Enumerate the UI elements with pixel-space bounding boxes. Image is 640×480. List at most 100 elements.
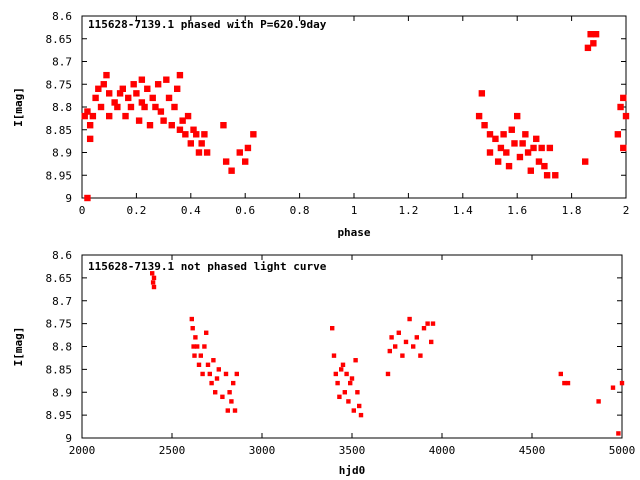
data-point <box>565 380 571 386</box>
data-point <box>228 167 235 174</box>
data-point <box>478 90 486 97</box>
data-point <box>211 358 216 363</box>
data-point <box>505 162 513 170</box>
data-point <box>100 81 107 88</box>
data-point <box>119 85 126 92</box>
data-point <box>421 326 427 331</box>
data-point <box>414 335 419 340</box>
y-tick-label: 8.6 <box>52 10 72 23</box>
x-tick-label: 1 <box>351 204 358 217</box>
data-point <box>244 144 252 152</box>
x-tick-label: 1.6 <box>507 204 527 217</box>
data-point <box>622 112 630 120</box>
data-point <box>189 316 194 322</box>
data-point <box>111 99 118 106</box>
y-tick-label: 8.85 <box>46 363 73 376</box>
data-point <box>407 316 412 322</box>
data-point <box>497 144 505 152</box>
data-point <box>97 103 105 111</box>
data-point <box>522 131 529 138</box>
x-tick-label: 5000 <box>609 444 636 457</box>
y-tick-label: 8.65 <box>46 33 73 46</box>
data-point <box>389 335 394 340</box>
data-point <box>150 271 155 276</box>
x-tick-label: 0.8 <box>290 204 310 217</box>
data-point <box>358 412 364 418</box>
x-tick-label: 0.4 <box>181 204 201 217</box>
data-point <box>344 371 349 377</box>
y-tick-label: 8.7 <box>52 295 72 308</box>
data-point <box>353 358 358 363</box>
data-point <box>225 408 230 413</box>
x-tick-label: 1.8 <box>562 204 582 217</box>
data-point <box>200 371 205 377</box>
data-point <box>234 371 239 377</box>
data-point <box>168 122 175 129</box>
data-point <box>195 344 200 349</box>
data-point <box>84 108 91 115</box>
data-point <box>335 380 340 386</box>
data-point <box>530 144 537 152</box>
data-point <box>154 81 162 88</box>
data-point <box>514 112 521 120</box>
data-point <box>133 90 140 97</box>
data-point <box>163 76 170 83</box>
data-point <box>207 371 212 377</box>
data-point <box>193 131 200 138</box>
data-point <box>84 194 91 202</box>
x-tick-label: 3000 <box>249 444 276 457</box>
data-point <box>541 162 548 170</box>
x-tick-label: 4500 <box>519 444 546 457</box>
data-point <box>610 385 616 390</box>
x-tick-label: 2500 <box>159 444 186 457</box>
data-point <box>193 335 198 340</box>
data-point <box>385 371 391 377</box>
data-point <box>216 367 221 372</box>
data-point <box>494 158 502 165</box>
data-point <box>616 431 621 436</box>
data-point <box>511 140 518 147</box>
data-point <box>150 280 156 285</box>
data-point <box>220 122 227 129</box>
x-tick-label: 1.4 <box>453 204 473 217</box>
data-point <box>231 380 236 386</box>
data-point <box>355 390 360 395</box>
data-point <box>122 112 129 120</box>
y-tick-label: 8.8 <box>52 101 72 114</box>
x-tick-label: 0.6 <box>235 204 255 217</box>
y-tick-label: 8.95 <box>46 169 73 182</box>
data-point <box>86 122 94 129</box>
data-point <box>590 40 597 47</box>
data-point <box>619 380 625 386</box>
data-point <box>209 380 214 386</box>
data-point <box>157 108 165 115</box>
data-point <box>236 149 243 156</box>
data-point <box>214 376 220 381</box>
data-point <box>620 144 627 152</box>
y-tick-label: 8.8 <box>52 341 72 354</box>
data-point <box>86 135 94 143</box>
data-point <box>144 85 151 92</box>
data-point <box>89 112 97 120</box>
data-point <box>165 94 173 102</box>
x-axis-label: hjd0 <box>339 464 366 477</box>
plot-frame <box>81 15 627 199</box>
y-tick-label: 8.9 <box>52 147 72 160</box>
data-point <box>403 339 409 345</box>
data-point <box>190 126 197 133</box>
data-point <box>227 390 232 395</box>
data-point <box>220 394 225 400</box>
x-tick-label: 2 <box>623 204 630 217</box>
y-tick-label: 8.65 <box>46 272 73 285</box>
data-point <box>223 371 229 377</box>
data-point <box>500 131 507 138</box>
data-point <box>176 71 184 79</box>
y-tick-label: 8.6 <box>52 249 72 262</box>
y-tick-label: 9 <box>65 432 72 445</box>
chart-title: 115628-7139.1 phased with P=620.9day <box>88 18 327 31</box>
data-point <box>250 131 257 138</box>
y-axis-label: I[mag] <box>12 327 25 367</box>
data-point <box>213 390 218 395</box>
data-point <box>149 94 156 102</box>
